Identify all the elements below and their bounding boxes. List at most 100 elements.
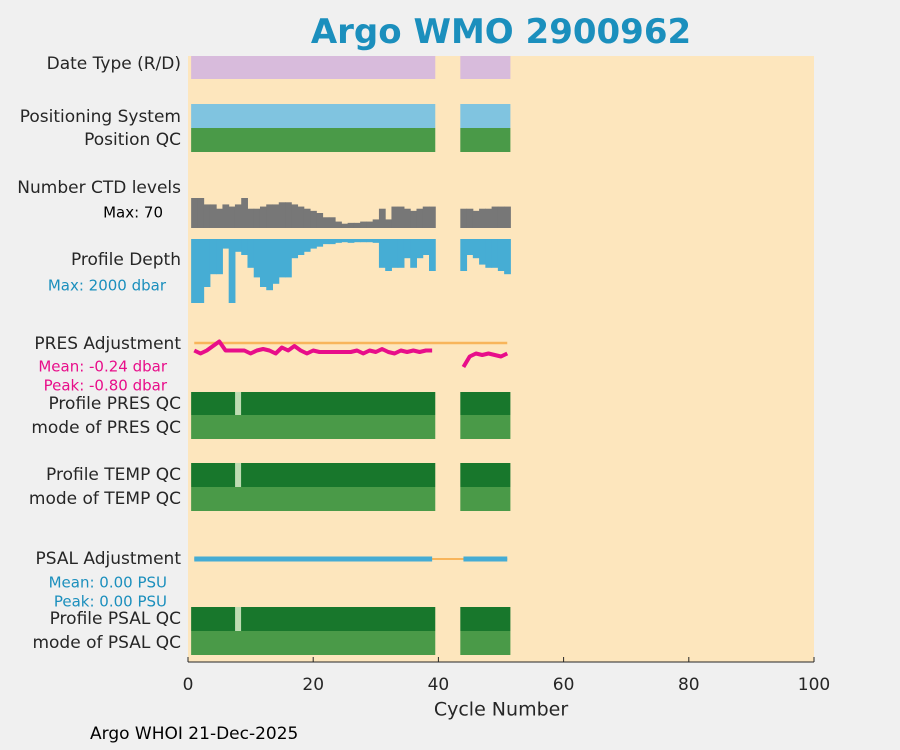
ctd-bar [479,208,486,228]
track-label-11: Profile PSAL QC [50,609,181,629]
date-type-band-seg-1 [191,56,436,79]
depth-bar [259,239,267,287]
ctd-bar [328,217,336,228]
depth-bar [460,239,468,271]
depth-bar [278,239,286,278]
ctd-bar [353,222,361,228]
depth-bar [485,239,493,268]
ctd-bar [422,206,430,228]
depth-bar [241,239,248,255]
depth-bar [291,239,299,259]
ctd-bar [209,204,217,228]
x-tick-label-0: 0 [183,675,194,695]
x-axis-label: Cycle Number [434,699,568,721]
depth-bar [297,239,305,255]
ctd-bar [403,208,411,228]
ctd-bar [191,198,198,228]
ctd-bar [228,206,236,228]
depth-bar [341,239,349,243]
depth-bar [385,239,392,271]
profile-pres-qc-band-seg-1 [191,392,436,415]
depth-bar [328,239,336,245]
depth-bar [266,239,274,291]
depth-bar [197,239,205,303]
ctd-bar [310,210,317,228]
ctd-bar [385,219,392,228]
depth-bar [234,239,242,252]
pres-adjustment-line-1 [193,339,433,356]
position-qc-band-seg-2 [460,128,511,152]
x-tick-label-80: 80 [678,675,700,695]
ctd-bar [472,210,480,228]
profile-temp-qc-band-seg-1 [191,463,436,487]
mode-psal-qc-band-seg-2 [460,631,511,655]
ctd-bar [410,210,417,228]
ctd-bar [335,221,342,228]
depth-bar [497,239,505,271]
psal-mean-label: Mean: 0.00 PSU [49,574,167,592]
ctd-bar [485,208,493,228]
date-type-band-seg-2 [460,56,511,79]
track-label-2: Position QC [84,130,181,150]
psal-peak-label: Peak: 0.00 PSU [54,593,167,611]
depth-bar [360,239,367,243]
depth-bar [391,239,399,268]
profile-psal-qc-band-seg-1 [191,607,436,631]
track-label-8: Profile TEMP QC [46,465,181,485]
depth-bar [303,239,311,252]
ctd-bar [504,206,511,228]
depth-bar [416,239,424,259]
depth-bar [228,239,236,303]
ctd-bar [266,204,274,228]
depth-bar [285,239,292,278]
pres-mean-label: Mean: -0.24 dbar [38,358,168,376]
depth-bar [272,239,280,284]
ctd-bar [234,204,242,228]
depth-bar [253,239,261,278]
track-label-9: mode of TEMP QC [29,489,181,509]
mode-pres-qc-band-seg-1 [191,415,436,439]
ctd-bar [203,204,211,228]
x-tick-label-60: 60 [553,675,575,695]
positioning-band-seg-1 [191,104,436,128]
ctd-bar [253,208,261,228]
ctd-bar [259,206,267,228]
positioning-band-seg-2 [460,104,511,128]
ctd-bar [491,206,499,228]
mode-pres-qc-band-seg-2 [460,415,511,439]
depth-bar [466,239,474,255]
ctd-bar [247,208,255,228]
depth-bar [347,239,355,243]
ctd-bar [297,206,305,228]
depth-bar [310,239,317,249]
depth-bar [372,239,380,243]
x-tick-label-100: 100 [798,675,830,695]
depth-max-label: Max: 2000 dbar [48,277,167,295]
track-label-7: mode of PRES QC [31,418,181,438]
position-qc-band-seg-1 [191,128,436,152]
depth-bar [504,239,511,275]
track-label-0: Date Type (R/D) [47,54,181,74]
ctd-bar [322,217,330,228]
ctd-bar [360,221,367,228]
track-label-12: mode of PSAL QC [32,633,181,653]
ctd-bar [341,223,349,228]
ctd-bar [303,208,311,228]
pres-adjustment-line-2 [461,351,509,369]
ctd-bar [366,221,374,228]
depth-bar [247,239,255,268]
depth-bar [222,239,230,249]
ctd-bar [378,208,386,228]
ctd-bar [316,213,324,228]
x-tick-label-40: 40 [428,675,450,695]
depth-bar [322,239,330,245]
depth-bar [316,239,324,247]
track-label-5: PRES Adjustment [34,334,181,354]
depth-bar [429,239,436,271]
ctd-bar [272,204,280,228]
ctd-bar [222,204,230,228]
ctd-max-label: Max: 70 [103,204,163,222]
ctd-bar [241,198,248,228]
mode-psal-qc-band-seg-1 [191,631,436,655]
